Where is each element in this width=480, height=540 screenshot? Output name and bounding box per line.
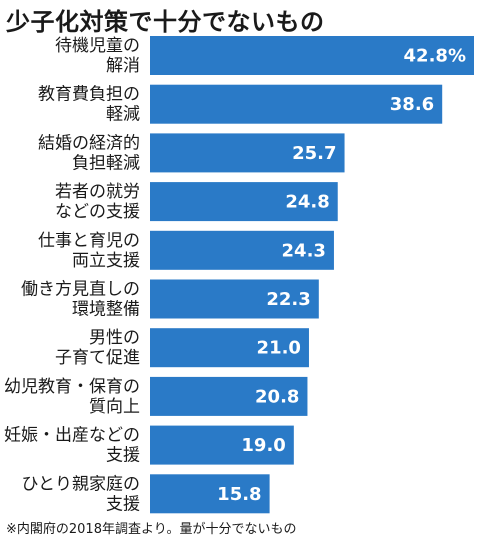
bar xyxy=(150,328,309,368)
category-label-line: 解消 xyxy=(106,56,140,76)
category-label-line: 両立支援 xyxy=(72,251,140,271)
bar-value-label: 19.0 xyxy=(241,435,285,456)
category-label: 働き方見直しの環境整備 xyxy=(21,280,140,320)
bar xyxy=(150,279,319,319)
bar xyxy=(150,84,443,124)
bar-value-label: 25.7 xyxy=(292,143,336,164)
bar xyxy=(150,425,294,465)
category-label-line: 結婚の経済的 xyxy=(38,133,140,153)
category-label: 妊娠・出産などの支援 xyxy=(4,426,140,466)
category-label: 男性の子育て促進 xyxy=(55,328,140,368)
category-label-line: 幼児教育・保育の xyxy=(4,377,140,397)
bar-value-label: 20.8 xyxy=(255,386,299,407)
source-note: ※内閣府の2018年調査より。量が十分でないもの xyxy=(6,522,297,537)
category-label: 幼児教育・保育の質向上 xyxy=(4,377,140,417)
category-label-line: 子育て促進 xyxy=(55,348,140,368)
category-label: 結婚の経済的負担軽減 xyxy=(38,133,140,173)
bar xyxy=(150,133,345,173)
category-label-line: 負担軽減 xyxy=(72,153,140,173)
category-label: 若者の就労などの支援 xyxy=(55,182,140,222)
category-label-line: 質向上 xyxy=(89,397,140,417)
bar xyxy=(150,230,334,270)
category-label-line: 支援 xyxy=(106,494,140,514)
bar xyxy=(150,36,474,75)
category-label-line: 教育費負担の xyxy=(38,85,140,105)
bar-value-label: 21.0 xyxy=(257,338,301,359)
bar-value-label: 42.8% xyxy=(404,46,466,67)
category-label-line: 仕事と育児の xyxy=(38,231,140,251)
category-label: 待機児童の解消 xyxy=(55,36,140,76)
bar xyxy=(150,376,308,416)
category-label-line: 支援 xyxy=(106,446,140,466)
category-label-line: ひとり親家庭の xyxy=(22,474,141,494)
bar-value-label: 15.8 xyxy=(217,484,261,505)
bar-value-label: 22.3 xyxy=(266,289,310,310)
category-label: 教育費負担の軽減 xyxy=(38,85,140,125)
category-label: ひとり親家庭の支援 xyxy=(22,474,141,514)
category-label-line: 男性の xyxy=(89,328,140,348)
category-label-line: 軽減 xyxy=(106,105,140,125)
category-label-line: 妊娠・出産などの xyxy=(4,426,140,446)
category-label-line: 環境整備 xyxy=(72,300,140,320)
category-label-line: などの支援 xyxy=(55,202,140,222)
bar-value-label: 24.3 xyxy=(282,240,326,261)
category-label: 仕事と育児の両立支援 xyxy=(38,231,140,271)
bar-value-label: 38.6 xyxy=(390,94,434,115)
bar xyxy=(150,182,338,222)
category-label-line: 待機児童の xyxy=(55,36,140,56)
category-label-line: 働き方見直しの xyxy=(21,280,140,300)
bar-value-label: 24.8 xyxy=(285,192,329,213)
bar xyxy=(150,474,270,514)
category-label-line: 若者の就労 xyxy=(55,182,140,202)
chart-title: 少子化対策で十分でないもの xyxy=(6,8,325,36)
